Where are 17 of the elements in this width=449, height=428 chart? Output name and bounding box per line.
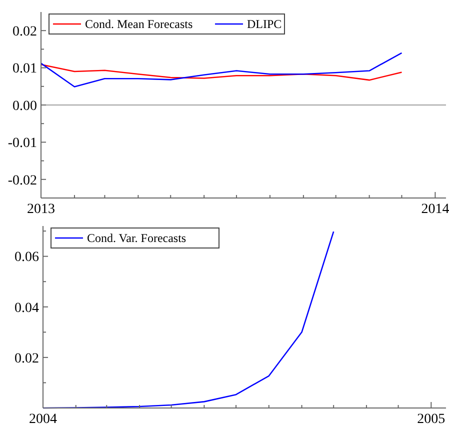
x-tick-label: 2005 [417,412,446,427]
y-tick-label: 0.04 [14,300,39,316]
y-tick-label: 0.00 [12,98,37,114]
y-tick-label: -0.02 [8,173,37,188]
legend-label: Cond. Var. Forecasts [87,231,186,246]
line-series [40,64,402,81]
y-tick-label: -0.01 [8,136,37,152]
legend-label: Cond. Mean Forecasts [85,17,193,32]
x-tick-label: 2004 [29,412,57,427]
y-tick-label: 0.06 [14,250,39,266]
legend-label: DLIPC [247,17,282,32]
y-tick-label: 0.02 [14,351,39,366]
x-tick-label: 2014 [421,202,449,217]
x-tick-label: 2013 [27,202,55,217]
line-series [40,52,402,88]
y-tick-label: 0.02 [12,24,37,40]
y-tick-label: 0.01 [12,62,37,77]
